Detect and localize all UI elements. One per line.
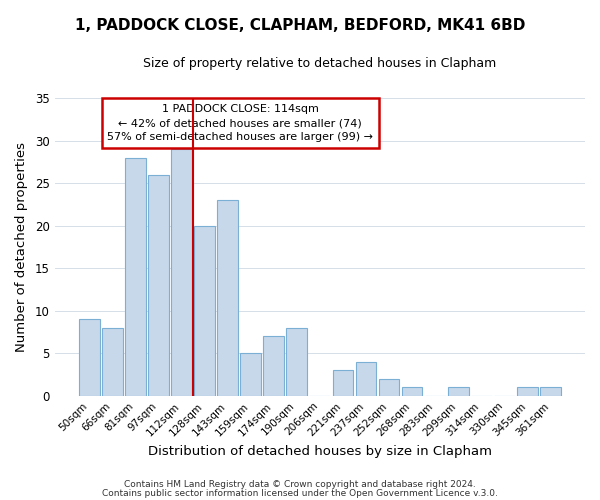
Bar — [448, 388, 469, 396]
Bar — [263, 336, 284, 396]
Bar — [125, 158, 146, 396]
Bar — [217, 200, 238, 396]
X-axis label: Distribution of detached houses by size in Clapham: Distribution of detached houses by size … — [148, 444, 492, 458]
Bar — [379, 379, 400, 396]
Bar — [540, 388, 561, 396]
Bar — [286, 328, 307, 396]
Bar — [332, 370, 353, 396]
Bar — [171, 149, 192, 396]
Y-axis label: Number of detached properties: Number of detached properties — [15, 142, 28, 352]
Text: 1 PADDOCK CLOSE: 114sqm
← 42% of detached houses are smaller (74)
57% of semi-de: 1 PADDOCK CLOSE: 114sqm ← 42% of detache… — [107, 104, 373, 142]
Bar — [102, 328, 122, 396]
Bar — [79, 320, 100, 396]
Text: 1, PADDOCK CLOSE, CLAPHAM, BEDFORD, MK41 6BD: 1, PADDOCK CLOSE, CLAPHAM, BEDFORD, MK41… — [75, 18, 525, 32]
Title: Size of property relative to detached houses in Clapham: Size of property relative to detached ho… — [143, 58, 496, 70]
Bar — [356, 362, 376, 396]
Bar — [517, 388, 538, 396]
Bar — [240, 354, 261, 396]
Bar — [194, 226, 215, 396]
Bar — [148, 174, 169, 396]
Text: Contains HM Land Registry data © Crown copyright and database right 2024.: Contains HM Land Registry data © Crown c… — [124, 480, 476, 489]
Bar — [402, 388, 422, 396]
Text: Contains public sector information licensed under the Open Government Licence v.: Contains public sector information licen… — [102, 489, 498, 498]
